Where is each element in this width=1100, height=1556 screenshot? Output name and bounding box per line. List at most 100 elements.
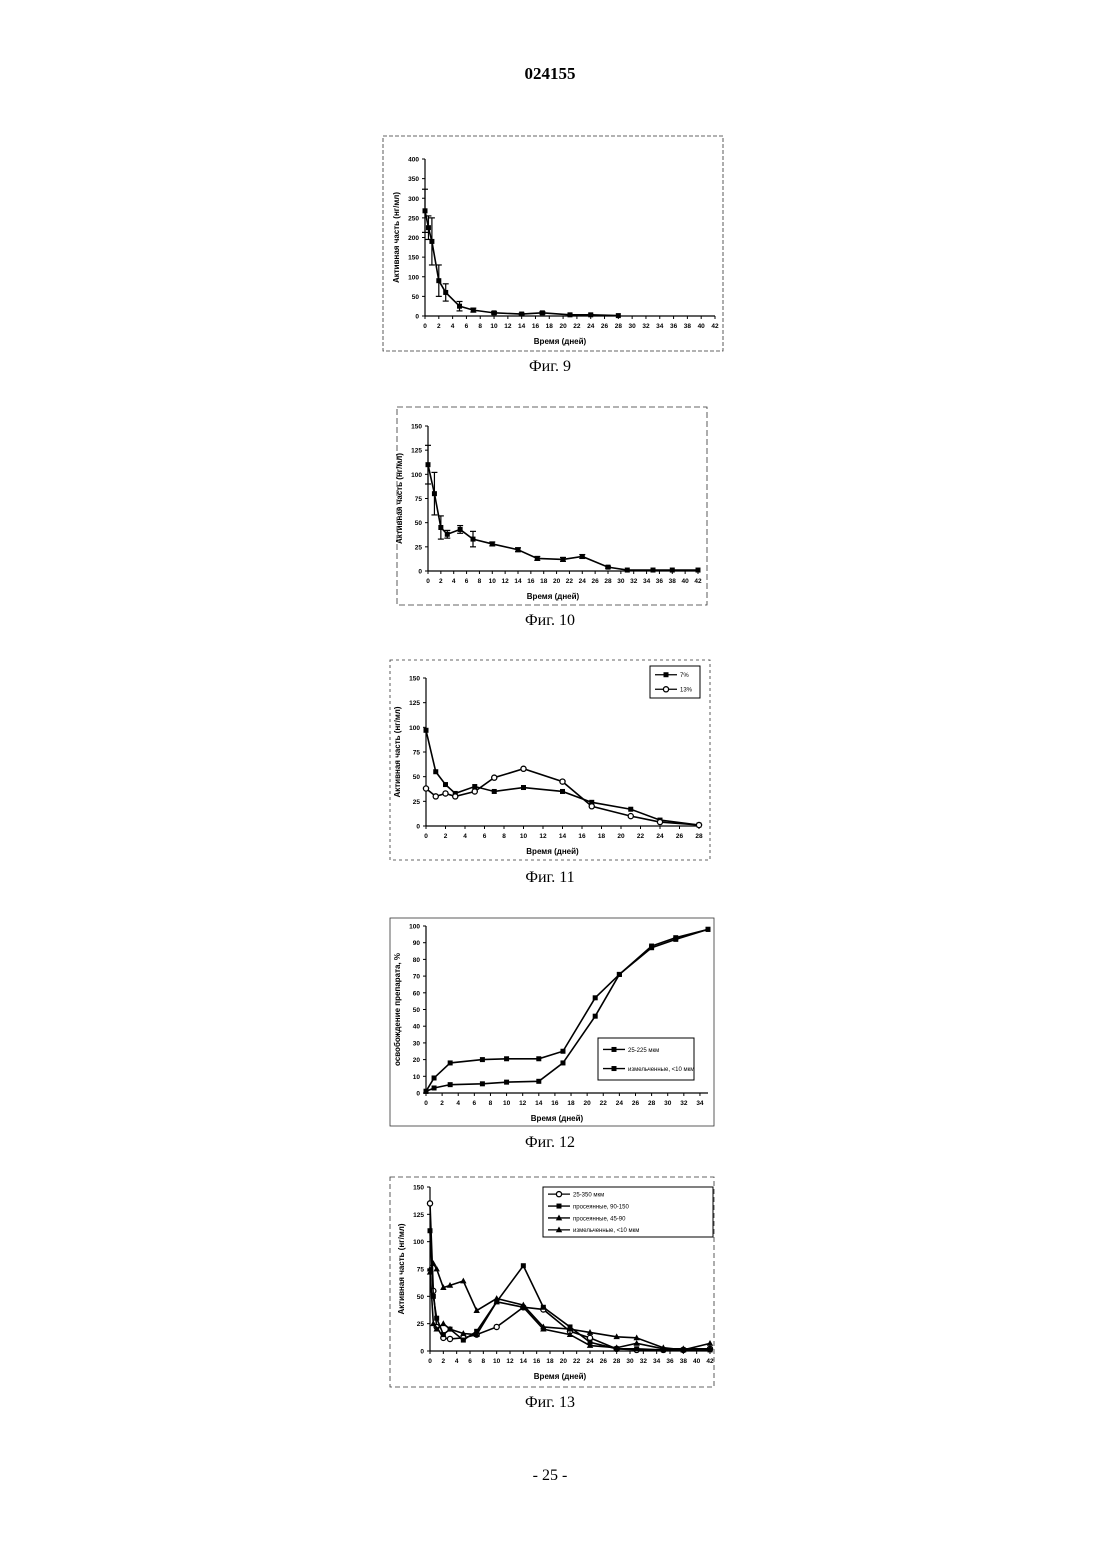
x-tick-label: 4	[451, 323, 455, 330]
data-point	[628, 807, 633, 812]
data-point	[492, 310, 497, 315]
y-tick-label: 50	[413, 1007, 421, 1014]
y-tick-label: 90	[413, 940, 421, 947]
series-line	[428, 465, 698, 570]
data-point	[427, 1201, 432, 1206]
chart-frame	[397, 407, 707, 605]
x-tick-label: 10	[503, 1100, 511, 1107]
figure-11-chart: 0255075100125150024681012141618202224262…	[388, 658, 713, 863]
x-tick-label: 28	[695, 833, 703, 840]
figure-9-caption: Фиг. 9	[0, 358, 1100, 376]
x-tick-label: 32	[640, 1358, 648, 1365]
data-point	[461, 1338, 466, 1343]
data-point	[657, 819, 662, 824]
y-tick-label: 0	[415, 314, 419, 321]
x-tick-label: 8	[502, 833, 506, 840]
y-tick-label: 50	[413, 774, 421, 781]
data-point	[649, 944, 654, 949]
x-tick-label: 28	[615, 323, 623, 330]
x-tick-label: 22	[637, 833, 645, 840]
x-tick-label: 16	[527, 578, 535, 585]
legend-label: измельченные, <10 мкм	[628, 1067, 694, 1073]
legend-label: просеянные, 90-150	[573, 1204, 629, 1210]
x-tick-label: 6	[483, 833, 487, 840]
y-tick-label: 150	[411, 424, 422, 431]
data-point	[568, 312, 573, 317]
x-tick-label: 0	[424, 833, 428, 840]
data-point	[490, 541, 495, 546]
y-tick-label: 25	[413, 799, 421, 806]
x-tick-label: 22	[573, 323, 581, 330]
data-point	[696, 822, 701, 827]
x-tick-label: 8	[489, 1100, 493, 1107]
data-point	[651, 568, 656, 573]
x-tick-label: 18	[546, 323, 554, 330]
x-tick-label: 18	[546, 1358, 554, 1365]
x-tick-label: 42	[706, 1358, 714, 1365]
series-4	[427, 1266, 713, 1352]
x-tick-label: 36	[670, 323, 678, 330]
y-tick-label: 150	[408, 255, 419, 262]
x-tick-label: 12	[519, 1100, 527, 1107]
data-point	[436, 278, 441, 283]
x-tick-label: 12	[539, 833, 547, 840]
x-tick-label: 20	[553, 578, 561, 585]
x-tick-label: 6	[473, 1100, 477, 1107]
data-point	[560, 779, 565, 784]
legend-box	[650, 666, 700, 698]
x-tick-label: 16	[578, 833, 586, 840]
x-tick-label: 2	[437, 323, 441, 330]
y-tick-label: 25	[415, 544, 423, 551]
x-tick-label: 40	[693, 1358, 701, 1365]
x-tick-label: 30	[626, 1358, 634, 1365]
data-point	[457, 304, 462, 309]
data-point	[580, 554, 585, 559]
x-axis-title: Время (дней)	[531, 1114, 584, 1123]
legend-box	[598, 1038, 694, 1080]
x-tick-label: 34	[643, 578, 651, 585]
data-point	[634, 1346, 639, 1351]
data-point	[458, 527, 463, 532]
x-tick-label: 30	[629, 323, 637, 330]
data-point	[443, 290, 448, 295]
x-tick-label: 26	[676, 833, 684, 840]
y-tick-label: 150	[413, 1185, 424, 1192]
data-point	[432, 491, 437, 496]
x-tick-label: 22	[600, 1100, 608, 1107]
y-tick-label: 50	[417, 1294, 425, 1301]
x-tick-label: 32	[630, 578, 638, 585]
x-tick-label: 6	[465, 578, 469, 585]
x-tick-label: 26	[592, 578, 600, 585]
data-point	[447, 1336, 452, 1341]
x-tick-label: 6	[465, 323, 469, 330]
x-tick-label: 4	[463, 833, 467, 840]
legend-label: 7%	[680, 673, 689, 679]
data-point	[480, 1057, 485, 1062]
data-point	[426, 225, 431, 230]
x-tick-label: 2	[440, 1100, 444, 1107]
x-tick-label: 36	[666, 1358, 674, 1365]
data-point	[536, 1056, 541, 1061]
y-tick-label: 100	[408, 274, 419, 281]
x-tick-label: 24	[587, 323, 595, 330]
data-point	[560, 1049, 565, 1054]
data-point	[516, 547, 521, 552]
x-tick-label: 12	[502, 578, 510, 585]
x-axis-title: Время (дней)	[527, 592, 580, 601]
x-tick-label: 38	[680, 1358, 688, 1365]
legend-swatch-marker	[557, 1204, 562, 1209]
data-point	[494, 1324, 499, 1329]
y-tick-label: 400	[408, 157, 419, 164]
data-point	[561, 557, 566, 562]
x-tick-label: 22	[566, 578, 574, 585]
y-tick-label: 75	[417, 1267, 425, 1274]
x-tick-label: 28	[648, 1100, 656, 1107]
data-point	[438, 525, 443, 530]
x-tick-label: 14	[559, 833, 567, 840]
data-point	[433, 794, 438, 799]
y-tick-label: 30	[413, 1040, 421, 1047]
x-tick-label: 34	[696, 1100, 704, 1107]
figure-12-caption: Фиг. 12	[0, 1134, 1100, 1152]
x-tick-label: 14	[520, 1358, 528, 1365]
data-point	[616, 313, 621, 318]
